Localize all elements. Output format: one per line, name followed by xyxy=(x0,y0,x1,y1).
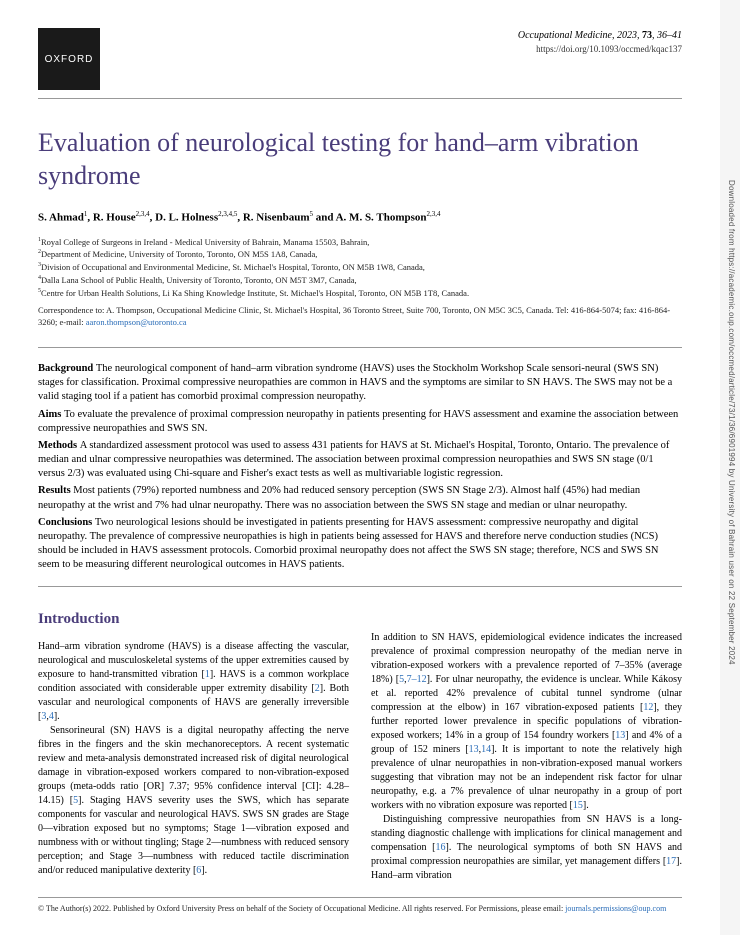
affiliation: 3Division of Occupational and Environmen… xyxy=(38,261,682,274)
journal-info: Occupational Medicine, 2023, 73, 36–41 h… xyxy=(518,28,682,57)
copyright-text: © The Author(s) 2022. Published by Oxfor… xyxy=(38,904,565,913)
abstract-conclusions: Two neurological lesions should be inves… xyxy=(38,517,659,571)
column-right: In addition to SN HAVS, epidemiological … xyxy=(371,601,682,883)
abstract-label: Methods xyxy=(38,440,80,451)
authors: S. Ahmad1, R. House2,3,4, D. L. Holness2… xyxy=(38,210,682,224)
section-heading: Introduction xyxy=(38,609,349,630)
rule-top xyxy=(38,98,682,99)
affiliation: 5Centre for Urban Health Solutions, Li K… xyxy=(38,287,682,300)
journal-name: Occupational Medicine xyxy=(518,30,612,41)
affiliation: 4Dalla Lana School of Public Health, Uni… xyxy=(38,274,682,287)
body-paragraph: Distinguishing compressive neuropathies … xyxy=(371,813,682,883)
publisher-logo: OXFORD xyxy=(38,28,100,90)
journal-volume: 73 xyxy=(642,30,652,41)
body-paragraph: Sensorineural (SN) HAVS is a digital neu… xyxy=(38,724,349,878)
column-left: Introduction Hand–arm vibration syndrome… xyxy=(38,601,349,883)
body-paragraph: In addition to SN HAVS, epidemiological … xyxy=(371,631,682,813)
abstract-label: Conclusions xyxy=(38,517,95,528)
abstract-aims: To evaluate the prevalence of proximal c… xyxy=(38,409,678,434)
header: OXFORD Occupational Medicine, 2023, 73, … xyxy=(38,28,682,90)
copyright: © The Author(s) 2022. Published by Oxfor… xyxy=(38,904,682,914)
abstract-background: The neurological component of hand–arm v… xyxy=(38,363,672,402)
abstract-label: Results xyxy=(38,485,73,496)
journal-doi[interactable]: https://doi.org/10.1093/occmed/kqac137 xyxy=(518,43,682,57)
affiliation: 2Department of Medicine, University of T… xyxy=(38,248,682,261)
affiliation: 1Royal College of Surgeons in Ireland - … xyxy=(38,236,682,249)
journal-pages: 36–41 xyxy=(657,30,682,41)
abstract-methods: A standardized assessment protocol was u… xyxy=(38,440,669,479)
rule-abstract-top xyxy=(38,347,682,348)
journal-year: 2023 xyxy=(617,30,637,41)
abstract-label: Aims xyxy=(38,409,64,420)
download-watermark: Downloaded from https://academic.oup.com… xyxy=(727,180,736,665)
correspondence: Correspondence to: A. Thompson, Occupati… xyxy=(38,305,682,329)
abstract: Background The neurological component of… xyxy=(38,362,682,572)
copyright-email[interactable]: journals.permissions@oup.com xyxy=(565,904,666,913)
abstract-results: Most patients (79%) reported numbness an… xyxy=(38,485,640,510)
rule-abstract-bottom xyxy=(38,586,682,587)
correspondence-email[interactable]: aaron.thompson@utoronto.ca xyxy=(86,317,187,327)
body-columns: Introduction Hand–arm vibration syndrome… xyxy=(38,601,682,883)
page: OXFORD Occupational Medicine, 2023, 73, … xyxy=(0,0,720,935)
journal-citation: Occupational Medicine, 2023, 73, 36–41 xyxy=(518,28,682,43)
abstract-label: Background xyxy=(38,363,96,374)
rule-bottom xyxy=(38,897,682,898)
article-title: Evaluation of neurological testing for h… xyxy=(38,127,682,192)
affiliations: 1Royal College of Surgeons in Ireland - … xyxy=(38,236,682,300)
body-paragraph: Hand–arm vibration syndrome (HAVS) is a … xyxy=(38,640,349,724)
